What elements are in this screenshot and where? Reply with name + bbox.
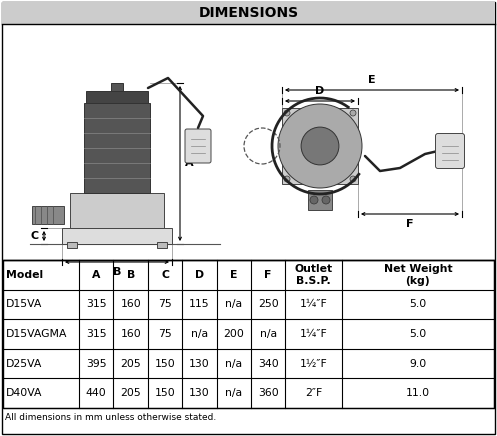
Circle shape xyxy=(284,176,290,182)
Text: 340: 340 xyxy=(258,358,278,368)
Text: E: E xyxy=(230,270,238,280)
Text: n/a: n/a xyxy=(225,388,243,398)
Circle shape xyxy=(301,127,339,165)
Circle shape xyxy=(284,110,290,116)
Text: n/a: n/a xyxy=(225,300,243,310)
Text: 130: 130 xyxy=(189,358,210,368)
Text: 200: 200 xyxy=(223,329,244,339)
Text: F: F xyxy=(406,219,414,229)
Text: F: F xyxy=(264,270,272,280)
Circle shape xyxy=(350,176,356,182)
Text: B: B xyxy=(113,267,121,277)
Text: 5.0: 5.0 xyxy=(409,300,426,310)
Text: D: D xyxy=(195,270,204,280)
Text: D: D xyxy=(316,86,325,96)
Bar xyxy=(2,2,495,24)
Text: 440: 440 xyxy=(86,388,107,398)
Text: DIMENSIONS: DIMENSIONS xyxy=(198,6,299,20)
Text: 150: 150 xyxy=(155,358,175,368)
Text: 9.0: 9.0 xyxy=(409,358,426,368)
Text: 160: 160 xyxy=(120,300,141,310)
Text: 2″F: 2″F xyxy=(305,388,322,398)
Circle shape xyxy=(350,110,356,116)
Text: 205: 205 xyxy=(120,358,141,368)
Bar xyxy=(32,206,64,224)
Text: 1½″F: 1½″F xyxy=(300,358,328,368)
Text: 360: 360 xyxy=(258,388,278,398)
Text: 250: 250 xyxy=(258,300,278,310)
Text: n/a: n/a xyxy=(225,358,243,368)
Text: Outlet
B.S.P.: Outlet B.S.P. xyxy=(295,264,332,286)
Text: E: E xyxy=(368,75,376,85)
Text: 315: 315 xyxy=(86,300,106,310)
Bar xyxy=(67,242,77,248)
Text: Net Weight
(kg): Net Weight (kg) xyxy=(384,264,452,286)
Bar xyxy=(84,103,150,193)
Bar xyxy=(157,242,167,248)
Bar xyxy=(111,83,123,91)
Bar xyxy=(86,91,148,103)
Text: 205: 205 xyxy=(120,388,141,398)
Text: 315: 315 xyxy=(86,329,106,339)
Text: 1¼″F: 1¼″F xyxy=(300,300,328,310)
Circle shape xyxy=(310,196,318,204)
Text: n/a: n/a xyxy=(259,329,277,339)
Bar xyxy=(308,190,332,210)
Bar xyxy=(70,193,164,228)
Bar xyxy=(3,260,494,408)
Bar xyxy=(62,228,172,244)
Text: Model: Model xyxy=(6,270,43,280)
Text: 160: 160 xyxy=(120,329,141,339)
Text: A: A xyxy=(185,159,194,168)
Text: 1¼″F: 1¼″F xyxy=(300,329,328,339)
Text: 11.0: 11.0 xyxy=(406,388,430,398)
Text: 115: 115 xyxy=(189,300,210,310)
Text: 130: 130 xyxy=(189,388,210,398)
Text: 395: 395 xyxy=(86,358,106,368)
Text: C: C xyxy=(31,231,39,241)
Circle shape xyxy=(278,104,362,188)
Text: 75: 75 xyxy=(158,300,172,310)
FancyBboxPatch shape xyxy=(435,133,465,168)
Text: B: B xyxy=(127,270,135,280)
Text: D15VAGMA: D15VAGMA xyxy=(6,329,68,339)
Text: D15VA: D15VA xyxy=(6,300,42,310)
Bar xyxy=(282,108,358,184)
Circle shape xyxy=(322,196,330,204)
Text: C: C xyxy=(161,270,169,280)
Text: 5.0: 5.0 xyxy=(409,329,426,339)
Text: n/a: n/a xyxy=(191,329,208,339)
Text: D25VA: D25VA xyxy=(6,358,42,368)
Text: 150: 150 xyxy=(155,388,175,398)
Text: 75: 75 xyxy=(158,329,172,339)
FancyBboxPatch shape xyxy=(185,129,211,163)
Text: A: A xyxy=(92,270,100,280)
Text: D40VA: D40VA xyxy=(6,388,43,398)
Text: All dimensions in mm unless otherwise stated.: All dimensions in mm unless otherwise st… xyxy=(5,413,216,422)
